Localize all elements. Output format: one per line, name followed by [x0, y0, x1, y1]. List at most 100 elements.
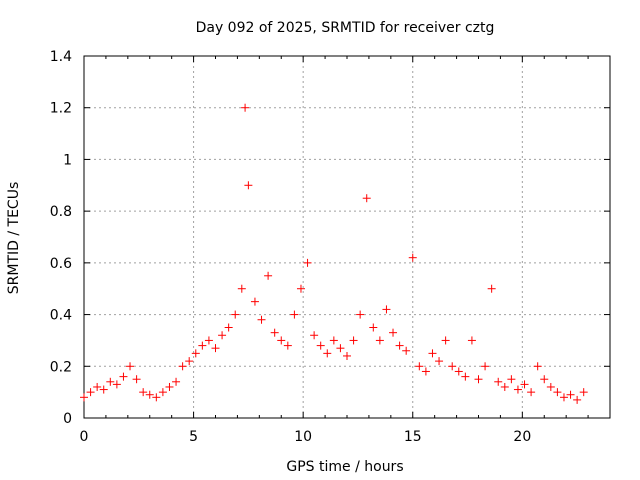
data-point [566, 390, 575, 399]
data-point [336, 344, 345, 353]
data-point [224, 323, 233, 332]
data-point [158, 388, 167, 397]
data-point [329, 336, 338, 345]
data-point [441, 336, 450, 345]
data-point [362, 194, 371, 203]
data-point [507, 375, 516, 384]
data-point [448, 362, 457, 371]
data-point [500, 382, 509, 391]
x-tick-label: 0 [80, 429, 89, 445]
data-point [283, 341, 292, 350]
data-point [467, 336, 476, 345]
y-axis-label: SRMTID / TECUs [6, 182, 22, 295]
data-point [106, 377, 115, 386]
data-point [244, 181, 253, 190]
x-tick-label: 5 [189, 429, 198, 445]
data-point [408, 253, 417, 262]
data-point [461, 372, 470, 381]
data-point [382, 305, 391, 314]
x-tick-label: 15 [404, 429, 422, 445]
y-tick-label: 1.2 [50, 101, 72, 117]
data-point [573, 395, 582, 404]
data-point [513, 385, 522, 394]
data-point [270, 328, 279, 337]
data-point [559, 393, 568, 402]
data-point [86, 388, 95, 397]
data-point [435, 357, 444, 366]
data-point [198, 341, 207, 350]
data-point [119, 372, 128, 381]
data-point [520, 380, 529, 389]
data-point [402, 346, 411, 355]
data-point [389, 328, 398, 337]
data-point [191, 349, 200, 358]
data-point [126, 362, 135, 371]
data-point [237, 284, 246, 293]
data-point [178, 362, 187, 371]
data-point [421, 367, 430, 376]
data-point [546, 382, 555, 391]
data-point [375, 336, 384, 345]
data-point [218, 331, 227, 340]
data-point [481, 362, 490, 371]
data-point [527, 388, 536, 397]
data-point [165, 382, 174, 391]
data-point [204, 336, 213, 345]
data-point [316, 341, 325, 350]
data-point [343, 351, 351, 360]
data-point [80, 393, 88, 402]
data-point [211, 344, 220, 353]
data-point [99, 385, 108, 394]
y-tick-label: 0 [63, 411, 72, 427]
data-point [185, 357, 194, 366]
data-points [80, 103, 588, 404]
data-point [454, 367, 463, 376]
y-tick-label: 0.4 [50, 308, 72, 324]
data-point [277, 336, 286, 345]
data-point [250, 297, 259, 306]
data-point [139, 388, 148, 397]
data-point [241, 103, 250, 112]
data-point [231, 310, 240, 319]
x-tick-label: 20 [513, 429, 531, 445]
data-point [474, 375, 483, 384]
data-point [533, 362, 542, 371]
data-point [540, 375, 549, 384]
y-tick-label: 1 [63, 152, 72, 168]
data-point [494, 377, 503, 386]
data-point [93, 382, 102, 391]
y-tick-label: 0.2 [50, 359, 72, 375]
data-point [112, 380, 121, 389]
y-ticks: 0 0.2 0.4 0.6 0.8 1 1.2 1.4 [50, 49, 610, 427]
y-tick-label: 0.8 [50, 204, 72, 220]
data-point [264, 271, 273, 280]
data-point [349, 336, 358, 345]
data-point [553, 388, 562, 397]
data-point [152, 393, 161, 402]
data-point [415, 362, 424, 371]
data-point [487, 284, 496, 293]
plot-frame [83, 55, 611, 419]
y-tick-label: 0.6 [50, 256, 72, 272]
data-point [395, 341, 404, 350]
chart-title: Day 092 of 2025, SRMTID for receiver czt… [196, 20, 495, 36]
x-tick-label: 10 [294, 429, 312, 445]
data-point [323, 349, 332, 358]
data-point [310, 331, 319, 340]
data-point [356, 310, 365, 319]
y-tick-label: 1.4 [50, 49, 72, 65]
data-point [290, 310, 299, 319]
data-point [303, 258, 312, 267]
x-axis-label: GPS time / hours [286, 459, 403, 475]
data-point [296, 284, 305, 293]
data-point [428, 349, 437, 358]
grid-lines [84, 56, 610, 418]
x-ticks: 0 5 10 15 20 [80, 56, 589, 445]
data-point [579, 388, 588, 397]
data-point [145, 390, 154, 399]
data-point [172, 377, 181, 386]
data-point [132, 375, 141, 384]
data-point [257, 315, 266, 324]
data-point [369, 323, 378, 332]
